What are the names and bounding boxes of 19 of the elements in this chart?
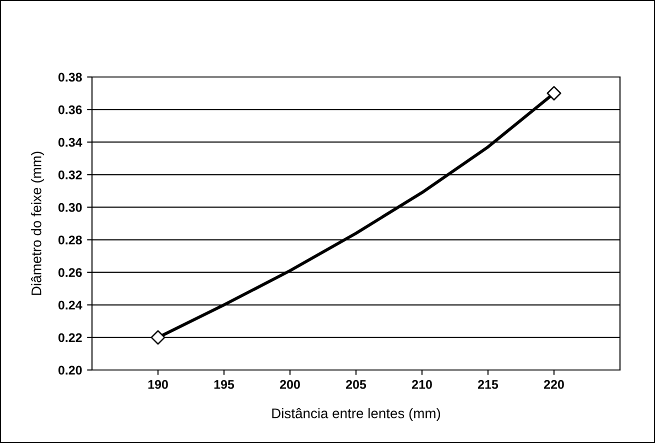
x-tick-label: 215 — [478, 380, 498, 389]
y-tick-label: 0.30 — [58, 203, 82, 212]
y-tick-label: 0.36 — [58, 105, 82, 114]
y-tick-label: 0.34 — [58, 138, 82, 147]
x-tick-label: 205 — [346, 380, 366, 389]
x-tick-label: 190 — [148, 380, 168, 389]
y-axis-title: Diâmetro do feixe (mm) — [31, 152, 44, 295]
y-tick-label: 0.28 — [58, 236, 82, 244]
y-tick-label: 0.38 — [58, 72, 82, 82]
y-tick-label: 0.22 — [58, 333, 82, 342]
x-tick-label: 195 — [214, 380, 234, 389]
y-tick-label: 0.32 — [58, 170, 82, 180]
x-tick-label: 200 — [280, 380, 300, 389]
x-tick-label: 220 — [544, 380, 564, 389]
y-tick-label: 0.24 — [58, 300, 82, 310]
y-tick-label: 0.20 — [58, 366, 82, 375]
y-tick-label: 0.26 — [58, 268, 82, 277]
x-axis-title: Distância entre lentes (mm) — [272, 408, 440, 422]
x-tick-label: 210 — [412, 380, 432, 389]
